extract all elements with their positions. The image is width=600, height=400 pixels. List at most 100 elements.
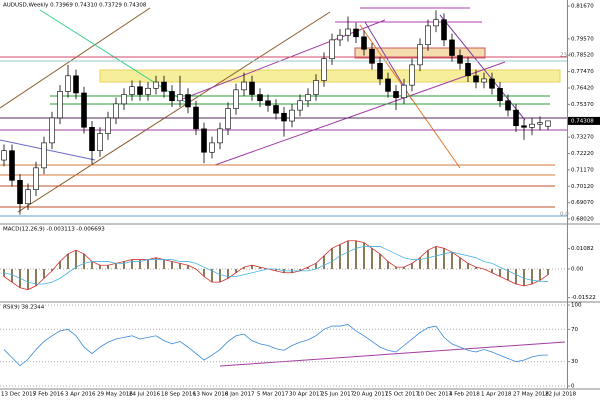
x-tick-label: 24 Jul 2016: [129, 392, 161, 398]
candle-body: [433, 19, 439, 27]
histogram-bar: [51, 268, 53, 271]
y-tick-label: 0.79570: [571, 36, 594, 42]
x-tick-label: 7 Feb 2016: [33, 392, 64, 398]
histogram-bar: [363, 242, 365, 269]
histogram-bar: [491, 268, 493, 273]
histogram-bar: [499, 268, 501, 277]
x-tick-label: 10 Dec 2017: [417, 392, 453, 398]
candle-body: [425, 25, 431, 45]
candle-body: [505, 100, 511, 111]
indicator-line: [3, 324, 549, 367]
histogram-bar: [59, 261, 61, 269]
candle-body: [281, 112, 287, 122]
candle-body: [297, 100, 303, 111]
histogram-bar: [355, 240, 357, 269]
indicator-title: MACD(12,26,9) -0.003113 -0.006693: [3, 227, 105, 233]
candle-body: [9, 150, 15, 181]
histogram-bar: [99, 265, 101, 269]
indicator-line: [3, 240, 549, 291]
candle-body: [473, 75, 479, 83]
y-tick-label: 0.00: [571, 266, 584, 272]
histogram-bar: [139, 259, 141, 269]
candle-body: [537, 122, 543, 125]
x-tick-label: 8 Jan 2017: [225, 392, 255, 398]
histogram-bar: [331, 248, 333, 269]
candle-body: [481, 78, 487, 83]
x-tick-label: 13 Nov 2016: [193, 392, 229, 398]
candle-body: [1, 150, 7, 161]
histogram-bar: [315, 263, 317, 269]
y-tick-label: 0.73270: [571, 135, 594, 141]
histogram-bar: [475, 267, 477, 269]
candle-body: [73, 75, 79, 94]
candle-body: [65, 75, 71, 92]
candle-body: [161, 81, 167, 92]
candle-body: [257, 94, 263, 102]
candle-body: [489, 78, 495, 89]
y-tick-label: 0.01082: [571, 246, 594, 252]
candle-body: [377, 63, 383, 80]
candle-body: [417, 44, 423, 66]
candle-body: [41, 142, 47, 169]
candle-body: [273, 105, 279, 114]
candle-body: [545, 120, 551, 127]
histogram-bar: [515, 268, 517, 285]
x-tick-label: 30 Apr 2017: [289, 392, 324, 398]
trend-line: [17, 11, 331, 213]
candle-body: [217, 128, 223, 144]
histogram-bar: [507, 268, 509, 281]
histogram-bar: [403, 267, 405, 269]
candle-body: [449, 39, 455, 56]
histogram-bar: [443, 248, 445, 269]
histogram-bar: [203, 268, 205, 277]
x-tick-label: 29 May 2016: [97, 392, 133, 398]
x-tick-label: 4 Feb 2018: [449, 392, 480, 398]
histogram-bar: [107, 265, 109, 269]
histogram-bar: [387, 261, 389, 269]
histogram-bar: [235, 268, 237, 273]
price-label: 0.74308: [571, 118, 594, 124]
candle-body: [401, 84, 407, 98]
histogram-bar: [299, 268, 301, 271]
y-tick-label: 30: [571, 359, 578, 365]
candle-body: [81, 92, 87, 128]
y-tick-label: 0: [571, 384, 575, 390]
y-tick-label: 100: [571, 303, 582, 309]
candle-body: [353, 28, 359, 38]
histogram-bar: [179, 263, 181, 269]
candle-body: [409, 64, 415, 86]
y-tick-label: 0.77470: [571, 69, 594, 75]
candle-body: [321, 58, 327, 81]
candle-body: [289, 109, 295, 122]
histogram-bar: [43, 268, 45, 279]
candle-body: [57, 91, 63, 119]
candle-body: [345, 28, 351, 36]
histogram-bar: [371, 248, 373, 269]
candle-body: [169, 91, 175, 102]
histogram-bar: [227, 268, 229, 279]
candle-body: [89, 126, 95, 151]
trend-line: [219, 341, 566, 367]
x-tick-label: 15 Oct 2017: [385, 392, 420, 398]
histogram-bar: [75, 250, 77, 269]
histogram-bar: [115, 263, 117, 269]
candle-body: [513, 109, 519, 127]
histogram-bar: [451, 252, 453, 269]
y-tick-label: -0.01522: [571, 295, 596, 301]
histogram-bar: [123, 261, 125, 269]
y-tick-label: 0.72220: [571, 151, 594, 157]
y-tick-label: 0.69070: [571, 200, 594, 206]
zone: [99, 69, 561, 83]
annotation: 0.0: [560, 212, 569, 218]
candle-body: [457, 55, 463, 64]
x-tick-label: 27 May 2018: [513, 392, 549, 398]
indicator-line: [3, 246, 549, 285]
y-tick-label: 0.76420: [571, 85, 594, 91]
histogram-bar: [67, 253, 69, 269]
x-tick-label: 22 Jul 2018: [545, 392, 577, 398]
candle-body: [305, 94, 311, 102]
candle-body: [25, 189, 31, 205]
candle-body: [497, 87, 503, 102]
